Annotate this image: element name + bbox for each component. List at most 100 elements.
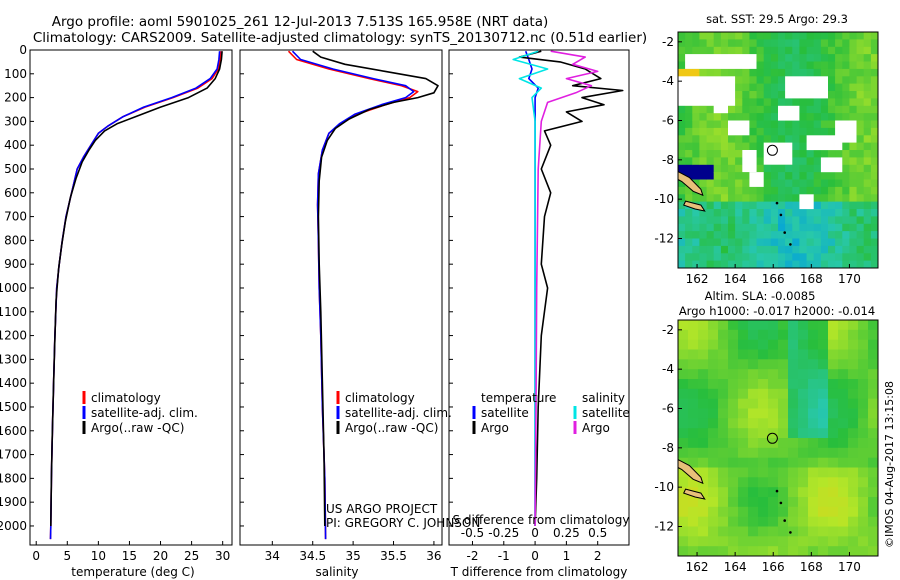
difference-axes [448, 49, 630, 546]
map-cell [868, 359, 878, 370]
no-data-gap [835, 120, 857, 143]
map-cell [708, 428, 719, 439]
map-cell [835, 61, 843, 70]
map-cell [788, 428, 799, 439]
map-cell [813, 98, 822, 107]
map-cell [792, 135, 800, 144]
map-cell [788, 487, 799, 498]
map-cell [813, 223, 822, 232]
map-cell [720, 172, 729, 180]
map-cell [856, 120, 865, 129]
map-cell [728, 506, 739, 518]
map-cell [742, 91, 750, 99]
map-cell [699, 216, 707, 225]
map-cell [808, 339, 819, 350]
map-cell [678, 201, 686, 210]
x-tick-label: 35 [345, 549, 360, 563]
map-cell [756, 231, 765, 239]
map-cell [749, 135, 757, 144]
map-cell [835, 105, 843, 114]
map-cell [820, 54, 829, 62]
map-cell [799, 238, 807, 247]
map-cell [768, 408, 779, 419]
map-cell [692, 245, 700, 254]
map-cell [758, 477, 769, 488]
map-cell [763, 238, 772, 247]
map-cell [728, 164, 736, 173]
map-cell [848, 428, 859, 439]
map-cell [785, 179, 793, 188]
map-cell [792, 164, 800, 173]
map-cell [678, 32, 686, 40]
map-cell [706, 46, 715, 55]
map-cell [678, 61, 686, 70]
map-cell [763, 127, 772, 136]
map-cell [742, 46, 750, 55]
map-cell [749, 68, 757, 77]
map-cell [788, 329, 799, 341]
map-cell [785, 223, 793, 232]
map-cell [808, 516, 819, 527]
map-cell [835, 150, 843, 158]
map-cell [868, 467, 878, 478]
map-cell [738, 457, 749, 468]
map-cell [778, 238, 786, 247]
map-cell [798, 497, 809, 508]
map-cell [685, 186, 693, 195]
map-cell [798, 418, 809, 429]
map-cell [835, 46, 843, 55]
map-cell [678, 68, 686, 77]
map-cell [688, 339, 699, 350]
map-cell [818, 428, 829, 439]
map-cell [828, 209, 836, 217]
map-cell [813, 120, 822, 129]
map-cell [813, 150, 822, 158]
map-cell [699, 253, 707, 262]
map-cell [756, 253, 765, 262]
map-cell [728, 428, 739, 439]
map-cell [768, 379, 779, 390]
map-cell [768, 497, 779, 508]
map-cell [698, 536, 709, 547]
map-cell [870, 127, 878, 136]
map-cell [698, 457, 709, 468]
map-cell [749, 231, 757, 239]
map-cell [706, 120, 715, 129]
map-cell [713, 142, 722, 151]
map-cell [678, 105, 686, 114]
map-cell [788, 438, 799, 449]
map-cell [728, 536, 739, 547]
map-cell [785, 39, 793, 48]
map-cell [713, 179, 722, 188]
map-cell [870, 120, 878, 129]
x-tick-label: 1 [563, 549, 571, 563]
map-cell [870, 98, 878, 107]
map-cell [818, 536, 829, 547]
map-cell [758, 339, 769, 350]
map-cell [863, 127, 872, 136]
map-cell [756, 61, 765, 70]
map-cell [718, 447, 729, 459]
legend-label-climatology: climatology [91, 391, 161, 405]
map-cell [799, 172, 807, 180]
map-cell [806, 61, 815, 70]
map-cell [863, 46, 872, 55]
map-cell [720, 245, 729, 254]
legend-label-s-argo: Argo [582, 421, 610, 435]
map-cell [863, 68, 872, 77]
map-cell [788, 546, 799, 556]
map-cell [728, 68, 736, 77]
island-dot [779, 213, 783, 217]
map-cell [763, 209, 772, 217]
map-cell [708, 388, 719, 400]
map-cell [813, 113, 822, 121]
map-cell [808, 506, 819, 518]
map-cell [688, 457, 699, 468]
map-cell [749, 127, 757, 136]
map-cell [806, 164, 815, 173]
map-y-tick-label: -6 [662, 114, 674, 128]
map-cell [792, 32, 800, 40]
map-cell [699, 164, 707, 173]
map-cell [828, 438, 839, 449]
map-cell [828, 113, 836, 121]
